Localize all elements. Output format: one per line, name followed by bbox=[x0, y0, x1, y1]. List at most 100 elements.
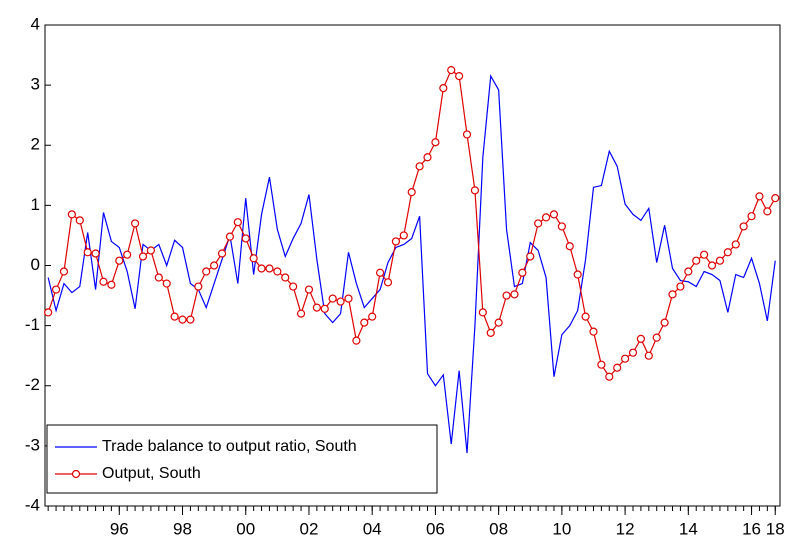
point bbox=[715, 256, 725, 265]
point bbox=[123, 250, 132, 259]
point bbox=[723, 248, 732, 257]
point bbox=[44, 308, 53, 317]
legend-marker bbox=[71, 469, 81, 479]
point bbox=[478, 308, 487, 317]
y-tick-label: 0 bbox=[31, 255, 40, 274]
point bbox=[225, 232, 235, 241]
point bbox=[636, 334, 646, 343]
y-tick-label: -1 bbox=[25, 315, 40, 334]
point bbox=[660, 318, 669, 327]
point bbox=[91, 249, 100, 258]
point bbox=[439, 84, 448, 93]
point bbox=[415, 162, 424, 171]
point bbox=[265, 264, 274, 273]
x-tick-label: 98 bbox=[173, 519, 192, 538]
point bbox=[75, 216, 84, 225]
point bbox=[731, 240, 740, 249]
point bbox=[581, 312, 590, 321]
point bbox=[320, 304, 329, 313]
point bbox=[368, 312, 377, 321]
x-tick-label: 02 bbox=[300, 519, 319, 538]
legend-box bbox=[46, 424, 438, 494]
legend-label: Trade balance to output ratio, South bbox=[102, 438, 357, 455]
point bbox=[541, 213, 551, 222]
x-tick-label: 16 bbox=[742, 519, 761, 538]
point bbox=[755, 192, 764, 201]
point bbox=[312, 303, 321, 312]
point bbox=[83, 248, 92, 257]
y-tick-label: 3 bbox=[31, 75, 40, 94]
point bbox=[589, 327, 598, 336]
point bbox=[107, 280, 116, 289]
y-tick-label: 4 bbox=[31, 14, 40, 33]
point bbox=[249, 254, 258, 263]
point bbox=[431, 138, 440, 147]
point bbox=[676, 282, 685, 291]
point bbox=[178, 315, 187, 324]
point bbox=[668, 290, 677, 299]
legend: Trade balance to output ratio, South Out… bbox=[46, 424, 438, 494]
point bbox=[146, 246, 156, 255]
point bbox=[510, 290, 519, 299]
point bbox=[257, 264, 266, 273]
point bbox=[423, 153, 432, 162]
point bbox=[328, 294, 337, 303]
point bbox=[549, 210, 559, 219]
point bbox=[684, 267, 693, 276]
legend-label: Output, South bbox=[102, 465, 201, 482]
point bbox=[383, 278, 393, 287]
point bbox=[700, 250, 709, 259]
point bbox=[399, 231, 408, 240]
x-tick-label: 08 bbox=[489, 519, 508, 538]
point bbox=[273, 267, 282, 276]
point bbox=[59, 267, 69, 276]
point bbox=[202, 267, 211, 276]
y-tick-label: -2 bbox=[25, 375, 40, 394]
x-tick-label: 00 bbox=[236, 519, 255, 538]
point bbox=[170, 312, 179, 321]
point bbox=[739, 222, 748, 231]
point bbox=[613, 363, 622, 372]
point bbox=[360, 318, 369, 327]
point bbox=[763, 207, 772, 216]
point bbox=[747, 212, 756, 221]
point bbox=[557, 222, 566, 231]
point bbox=[281, 273, 290, 282]
point bbox=[186, 315, 195, 324]
y-tick-label: 2 bbox=[31, 135, 40, 154]
point bbox=[462, 130, 472, 139]
point bbox=[526, 252, 535, 261]
point bbox=[352, 336, 361, 345]
point bbox=[771, 194, 780, 203]
point bbox=[707, 261, 717, 270]
point bbox=[375, 268, 385, 277]
point bbox=[652, 333, 661, 342]
x-tick-label: 18 bbox=[766, 519, 785, 538]
point bbox=[407, 188, 416, 197]
point bbox=[455, 72, 464, 81]
point bbox=[210, 261, 219, 270]
point bbox=[289, 282, 298, 291]
point bbox=[336, 297, 345, 306]
point bbox=[605, 372, 614, 381]
point bbox=[304, 285, 314, 294]
x-tick-label: 96 bbox=[110, 519, 129, 538]
point bbox=[644, 351, 653, 360]
point bbox=[692, 256, 701, 265]
point bbox=[67, 210, 76, 219]
point bbox=[628, 348, 638, 357]
point bbox=[620, 354, 630, 363]
point bbox=[217, 249, 227, 258]
point bbox=[502, 291, 511, 300]
series-line bbox=[47, 69, 776, 378]
y-tick-label: -4 bbox=[25, 495, 40, 514]
point bbox=[573, 270, 582, 279]
point bbox=[486, 328, 495, 337]
point bbox=[138, 252, 148, 261]
point bbox=[162, 279, 171, 288]
point bbox=[194, 282, 203, 291]
y-tick-label: 1 bbox=[31, 195, 40, 214]
x-tick-label: 04 bbox=[363, 519, 382, 538]
